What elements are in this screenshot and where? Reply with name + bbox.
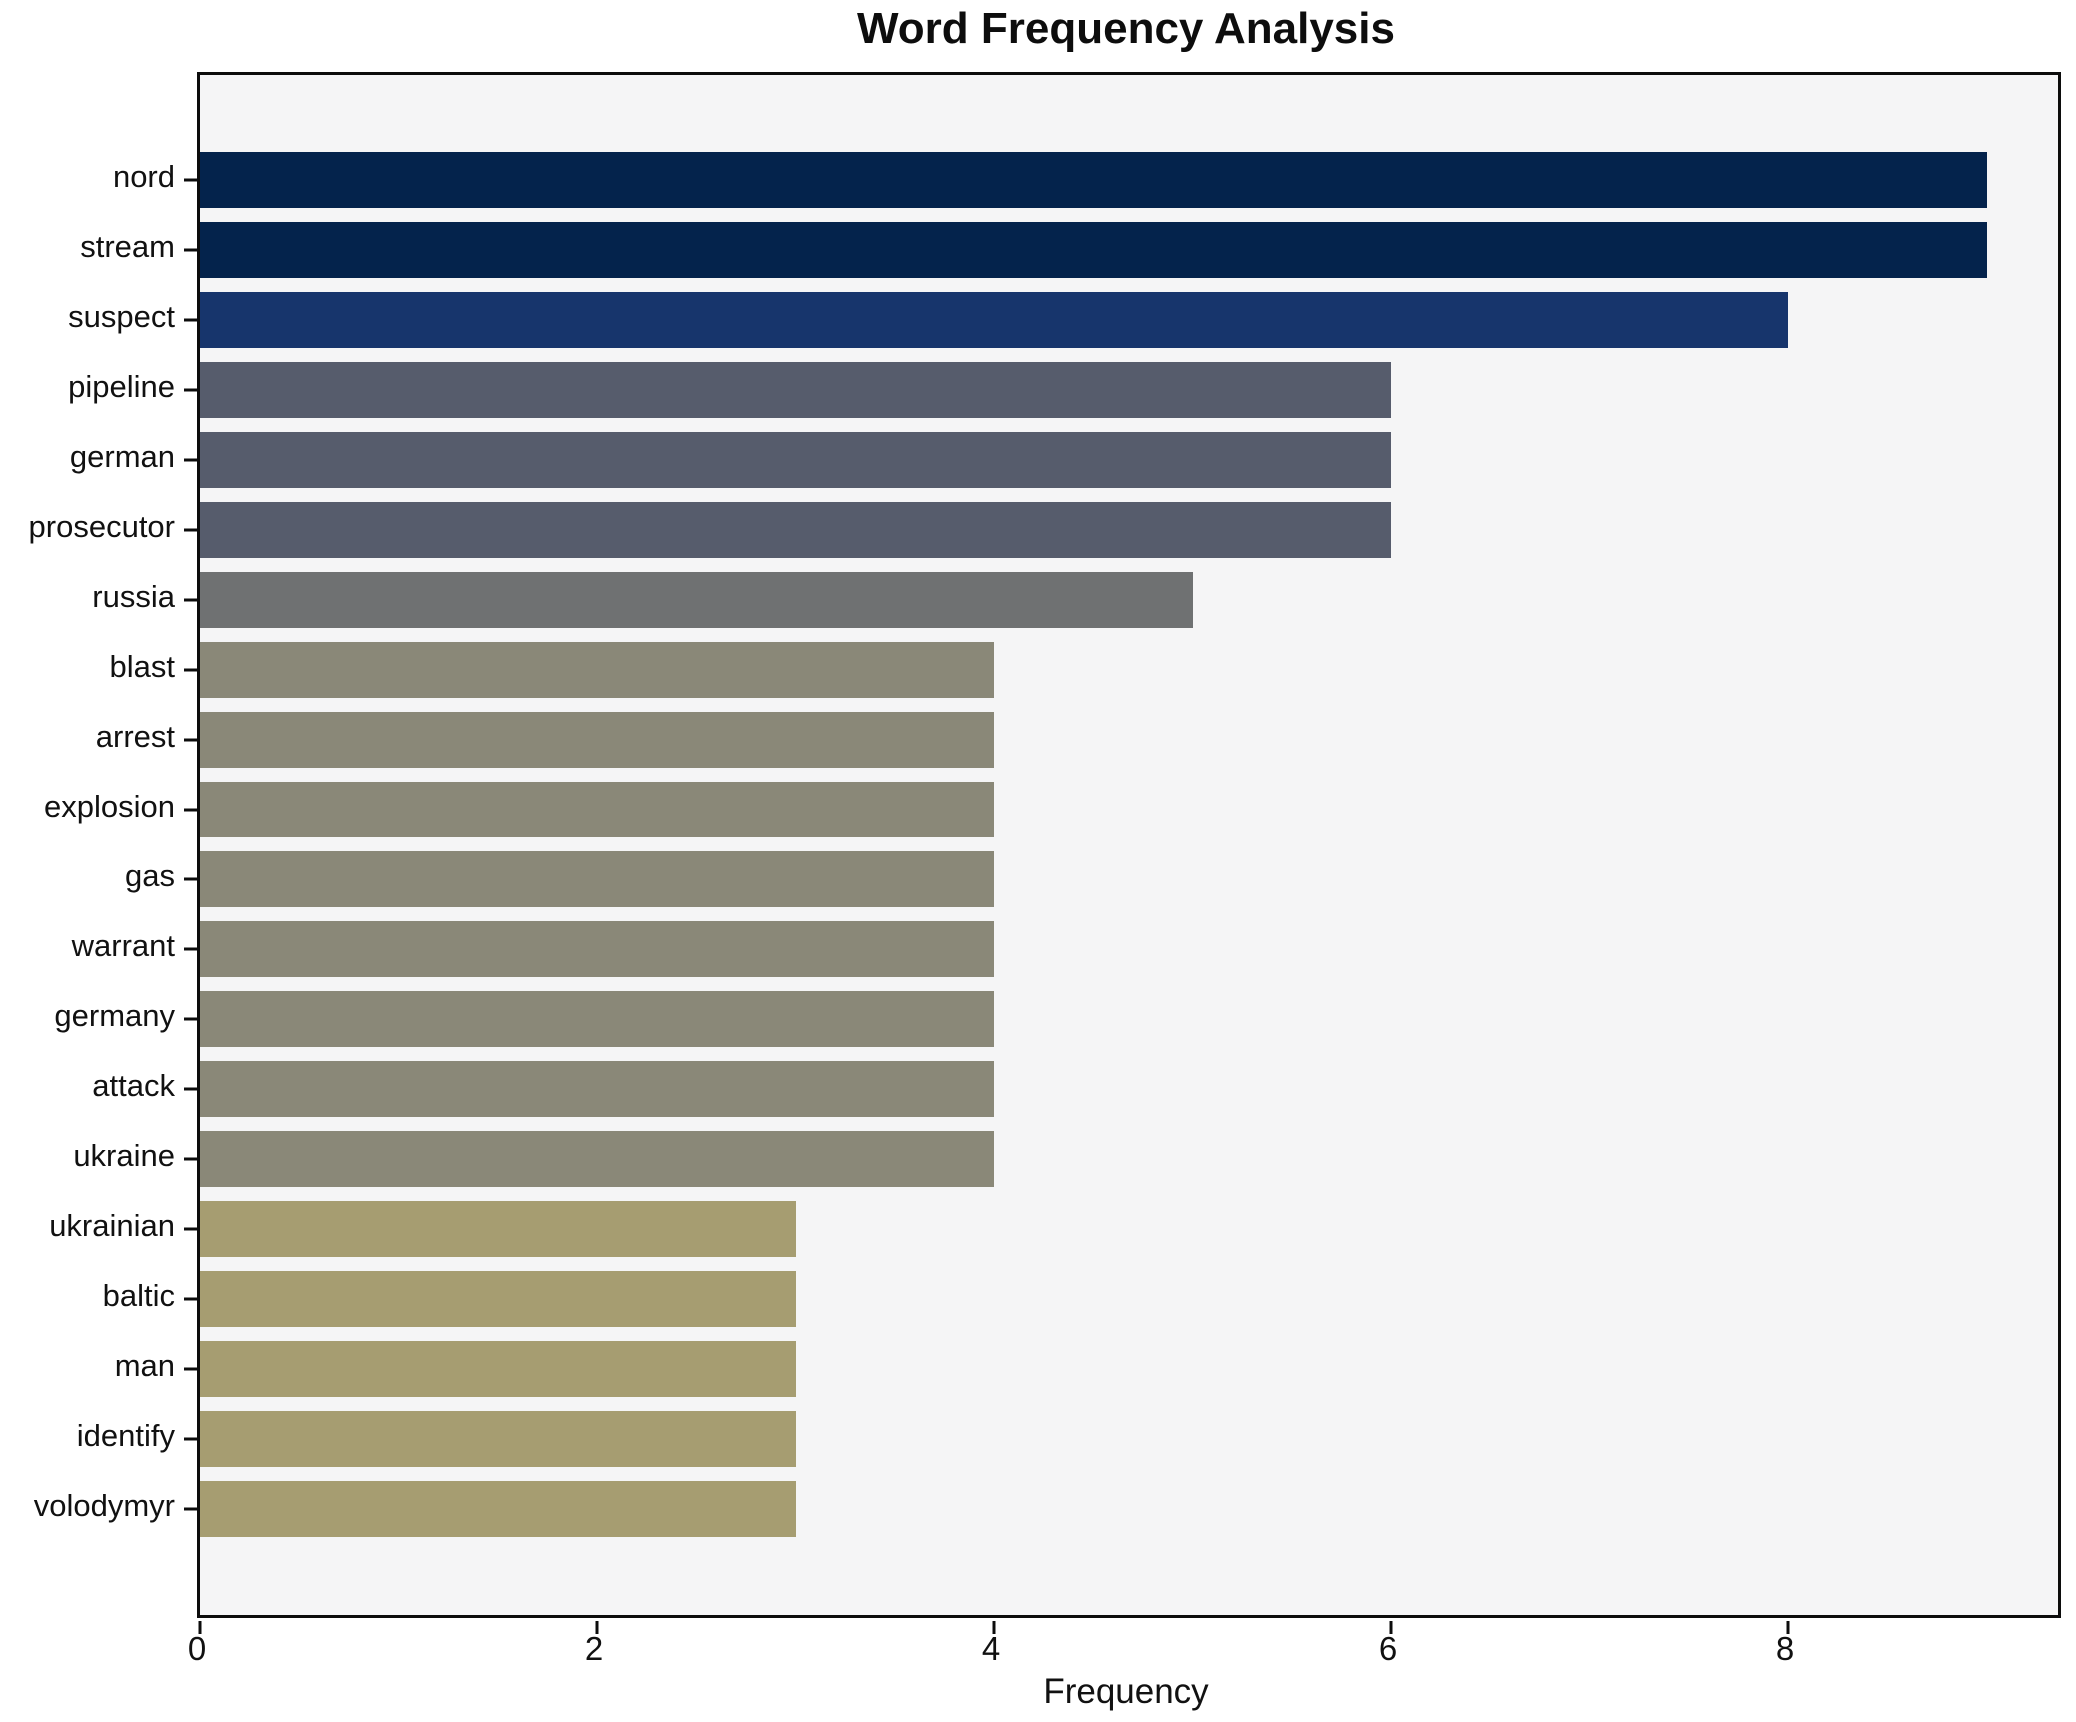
- bar-german: [200, 431, 1392, 488]
- x-axis-title: Frequency: [1043, 1672, 1209, 1711]
- y-tick-mark: [184, 1507, 197, 1511]
- bar-nord: [200, 151, 1987, 208]
- bar-russia: [200, 571, 1193, 628]
- y-tick-mark: [184, 598, 197, 602]
- y-tick-label-russia: russia: [92, 578, 175, 614]
- y-tick-label-explosion: explosion: [44, 788, 175, 824]
- bar-ukraine: [200, 1131, 995, 1188]
- y-tick-label-german: german: [69, 438, 175, 474]
- y-tick-mark: [184, 1017, 197, 1021]
- bar-suspect: [200, 291, 1789, 348]
- bar-arrest: [200, 711, 995, 768]
- y-tick-mark: [184, 668, 197, 672]
- bar-warrant: [200, 921, 995, 978]
- y-tick-mark: [184, 808, 197, 812]
- y-tick-label-man: man: [114, 1348, 175, 1384]
- y-tick-label-blast: blast: [109, 648, 175, 684]
- bar-prosecutor: [200, 501, 1392, 558]
- y-tick-mark: [184, 738, 197, 742]
- y-tick-mark: [184, 318, 197, 322]
- y-tick-mark: [184, 947, 197, 951]
- x-tick-label-2: 2: [584, 1630, 604, 1667]
- bar-gas: [200, 851, 995, 908]
- x-tick-label-8: 8: [1775, 1630, 1795, 1667]
- y-tick-label-arrest: arrest: [95, 718, 175, 754]
- x-tick-mark: [198, 1621, 202, 1634]
- y-tick-label-nord: nord: [112, 158, 175, 194]
- bar-blast: [200, 641, 995, 698]
- y-tick-mark: [184, 248, 197, 252]
- y-tick-label-stream: stream: [80, 228, 175, 264]
- y-tick-mark: [184, 1087, 197, 1091]
- y-tick-label-ukrainian: ukrainian: [49, 1208, 175, 1244]
- y-tick-mark: [184, 528, 197, 532]
- y-tick-mark: [184, 877, 197, 881]
- y-tick-mark: [184, 1367, 197, 1371]
- chart-title: Word Frequency Analysis: [857, 4, 1395, 53]
- x-tick-label-0: 0: [187, 1630, 207, 1667]
- y-tick-label-baltic: baltic: [102, 1278, 175, 1314]
- y-tick-label-identify: identify: [76, 1418, 175, 1454]
- x-tick-mark: [992, 1621, 996, 1634]
- plot-area: [184, 72, 2061, 1634]
- y-tick-label-warrant: warrant: [71, 928, 175, 964]
- y-tick-mark: [184, 1227, 197, 1231]
- bar-explosion: [200, 781, 995, 838]
- y-tick-mark: [184, 178, 197, 182]
- y-tick-label-germany: germany: [54, 998, 175, 1034]
- y-tick-label-gas: gas: [125, 858, 175, 894]
- y-tick-mark: [184, 458, 197, 462]
- bar-ukrainian: [200, 1201, 796, 1258]
- y-tick-label-attack: attack: [92, 1068, 175, 1104]
- y-tick-mark: [184, 388, 197, 392]
- x-tick-mark: [595, 1621, 599, 1634]
- y-tick-label-volodymyr: volodymyr: [33, 1488, 175, 1524]
- x-tick-mark: [1389, 1621, 1393, 1634]
- bar-stream: [200, 221, 1987, 278]
- x-tick-mark: [1786, 1621, 1790, 1634]
- bar-germany: [200, 991, 995, 1048]
- y-tick-mark: [184, 1157, 197, 1161]
- y-tick-mark: [184, 1437, 197, 1441]
- y-tick-label-prosecutor: prosecutor: [28, 508, 175, 544]
- bar-pipeline: [200, 361, 1392, 418]
- y-tick-label-suspect: suspect: [68, 298, 175, 334]
- y-tick-label-ukraine: ukraine: [73, 1138, 175, 1174]
- bar-identify: [200, 1411, 796, 1468]
- bar-baltic: [200, 1271, 796, 1328]
- y-tick-label-pipeline: pipeline: [68, 368, 175, 404]
- bar-volodymyr: [200, 1481, 796, 1537]
- bar-attack: [200, 1061, 995, 1118]
- x-tick-label-6: 6: [1378, 1630, 1398, 1667]
- bar-man: [200, 1341, 796, 1398]
- y-tick-mark: [184, 1297, 197, 1301]
- x-tick-label-4: 4: [981, 1630, 1001, 1667]
